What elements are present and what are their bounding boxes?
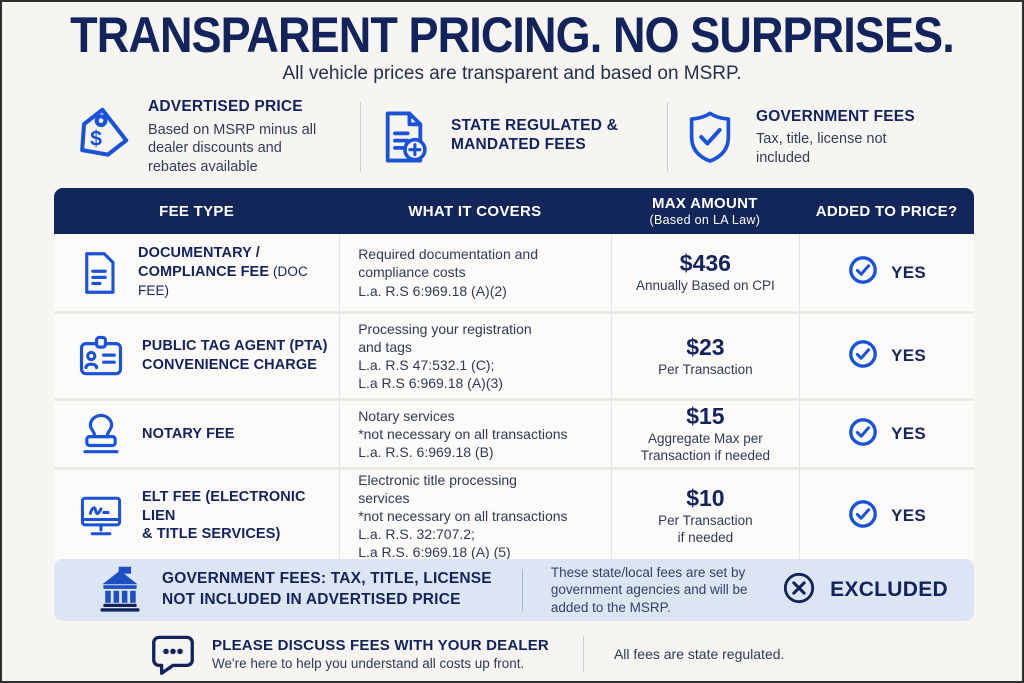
max-amount-sublabel: (Based on LA Law): [649, 213, 761, 227]
footer: PLEASE DISCUSS FEES WITH YOUR DEALER We'…: [54, 629, 974, 679]
footer-text: PLEASE DISCUSS FEES WITH YOUR DEALER We'…: [212, 637, 549, 671]
max-amount-cell: $10 Per Transaction if needed: [610, 470, 800, 562]
intro-heading: STATE REGULATED & MANDATED FEES: [451, 116, 619, 153]
page-title: TRANSPARENT PRICING. NO SURPRISES.: [70, 7, 955, 63]
max-amount-label: MAX AMOUNT: [651, 195, 758, 212]
added-cell: YES: [799, 234, 974, 311]
footer-note: All fees are state regulated.: [613, 646, 785, 662]
column-header-max-amount: MAX AMOUNT (Based on LA Law): [611, 195, 800, 227]
covers-cell: Required documentation and compliance co…: [339, 234, 610, 311]
max-amount-cell: $436 Annually Based on CPI: [610, 234, 800, 311]
vertical-divider: [667, 102, 668, 172]
fee-type-cell: ELT FEE (ELECTRONIC LIEN & TITLE SERVICE…: [54, 470, 339, 562]
column-header-added: ADDED TO PRICE?: [815, 202, 958, 220]
added-label: YES: [891, 346, 927, 365]
excluded-status: EXCLUDED: [782, 571, 948, 610]
added-label: YES: [891, 262, 927, 282]
amount-note: Annually Based on CPI: [635, 278, 775, 294]
fee-name: DOCUMENTARY / COMPLIANCE FEE (DOC FEE): [138, 244, 339, 301]
fee-type-cell: DOCUMENTARY / COMPLIANCE FEE (DOC FEE): [54, 234, 339, 311]
table-row-pta-charge: PUBLIC TAG AGENT (PTA) CONVENIENCE CHARG…: [54, 314, 974, 401]
check-circle-icon: [848, 339, 878, 374]
amount-note: Aggregate Max per Transaction if needed: [640, 431, 771, 463]
banner-note: These state/local fees are set by govern…: [550, 564, 748, 615]
vertical-divider: [521, 569, 523, 611]
amount-note: Per Transaction: [658, 361, 753, 377]
check-circle-icon: [848, 417, 878, 452]
government-fees-banner: GOVERNMENT FEES: TAX, TITLE, LICENSE NOT…: [54, 559, 974, 621]
monitor-signature-icon: [78, 494, 124, 538]
fee-name-main: ELT FEE (ELECTRONIC LIEN & TITLE SERVICE…: [142, 488, 306, 543]
amount-note: Per Transaction if needed: [658, 513, 753, 545]
amount-value: $15: [686, 403, 725, 430]
vertical-divider: [360, 102, 361, 172]
added-cell: YES: [799, 314, 974, 398]
covers-cell: Notary services *not necessary on all tr…: [339, 401, 610, 467]
document-lines-icon: [78, 250, 120, 296]
intro-text: GOVERNMENT FEES Tax, title, license not …: [756, 107, 915, 167]
max-amount-cell: $23 Per Transaction: [610, 314, 800, 398]
fee-name-main: NOTARY FEE: [142, 425, 235, 442]
intro-row: $ ADVERTISED PRICE Based on MSRP minus a…: [54, 92, 974, 182]
table-row-doc-fee: DOCUMENTARY / COMPLIANCE FEE (DOC FEE) R…: [54, 234, 974, 314]
intro-state-regulated: STATE REGULATED & MANDATED FEES: [361, 92, 667, 182]
check-circle-icon: [848, 499, 878, 534]
table-row-elt-fee: ELT FEE (ELECTRONIC LIEN & TITLE SERVICE…: [54, 470, 974, 562]
added-label: YES: [891, 424, 927, 443]
svg-text:$: $: [90, 127, 102, 151]
fee-name-main: PUBLIC TAG AGENT (PTA) CONVENIENCE CHARG…: [142, 338, 328, 373]
intro-heading: GOVERNMENT FEES: [756, 107, 915, 125]
amount-value: $436: [679, 250, 731, 277]
x-circle-icon: [782, 571, 816, 610]
table-header: FEE TYPE WHAT IT COVERS MAX AMOUNT (Base…: [54, 188, 974, 234]
vertical-divider: [582, 636, 584, 672]
stamp-icon: [78, 412, 124, 456]
fee-type-cell: PUBLIC TAG AGENT (PTA) CONVENIENCE CHARG…: [54, 314, 339, 398]
fee-name: PUBLIC TAG AGENT (PTA) CONVENIENCE CHARG…: [142, 337, 328, 375]
covers-cell: Electronic title processing services *no…: [339, 470, 610, 562]
chat-bubble-icon: [150, 633, 196, 675]
footer-subtext: We're here to help you understand all co…: [212, 656, 525, 671]
government-building-icon: [96, 564, 144, 617]
price-tag-icon: $: [68, 106, 130, 168]
covers-cell: Processing your registration and tags L.…: [339, 314, 610, 398]
id-badge-icon: [78, 334, 124, 378]
amount-value: $10: [686, 485, 725, 512]
fee-name-main: DOCUMENTARY / COMPLIANCE FEE: [138, 245, 270, 281]
max-amount-cell: $15 Aggregate Max per Transaction if nee…: [610, 401, 800, 467]
banner-heading: GOVERNMENT FEES: TAX, TITLE, LICENSE NOT…: [162, 570, 492, 608]
intro-text: STATE REGULATED & MANDATED FEES: [451, 116, 618, 159]
amount-value: $23: [686, 333, 725, 360]
intro-advertised-price: $ ADVERTISED PRICE Based on MSRP minus a…: [54, 92, 360, 182]
shield-check-icon: [682, 108, 738, 166]
fee-table: FEE TYPE WHAT IT COVERS MAX AMOUNT (Base…: [54, 188, 974, 562]
column-header-covers: WHAT IT COVERS: [408, 202, 542, 220]
page-subtitle: All vehicle prices are transparent and b…: [282, 63, 742, 84]
fee-name: NOTARY FEE: [142, 425, 235, 444]
added-label: YES: [891, 506, 927, 525]
added-cell: YES: [799, 401, 974, 467]
intro-body: Based on MSRP minus all dealer discounts…: [148, 121, 317, 175]
intro-body: Tax, title, license not included: [756, 131, 887, 166]
document-plus-icon: [375, 108, 433, 166]
added-cell: YES: [799, 470, 974, 562]
fee-name: ELT FEE (ELECTRONIC LIEN & TITLE SERVICE…: [142, 488, 339, 545]
table-row-notary-fee: NOTARY FEE Notary services *not necessar…: [54, 401, 974, 470]
intro-government-fees: GOVERNMENT FEES Tax, title, license not …: [668, 92, 974, 182]
footer-heading: PLEASE DISCUSS FEES WITH YOUR DEALER: [212, 637, 549, 654]
intro-heading: ADVERTISED PRICE: [148, 98, 303, 116]
fee-name-suffix: (DOC FEE): [138, 264, 308, 298]
intro-text: ADVERTISED PRICE Based on MSRP minus all…: [148, 97, 316, 176]
check-circle-icon: [848, 255, 878, 290]
excluded-label: EXCLUDED: [830, 578, 948, 601]
column-header-fee-type: FEE TYPE: [159, 202, 235, 220]
fee-type-cell: NOTARY FEE: [54, 401, 339, 467]
